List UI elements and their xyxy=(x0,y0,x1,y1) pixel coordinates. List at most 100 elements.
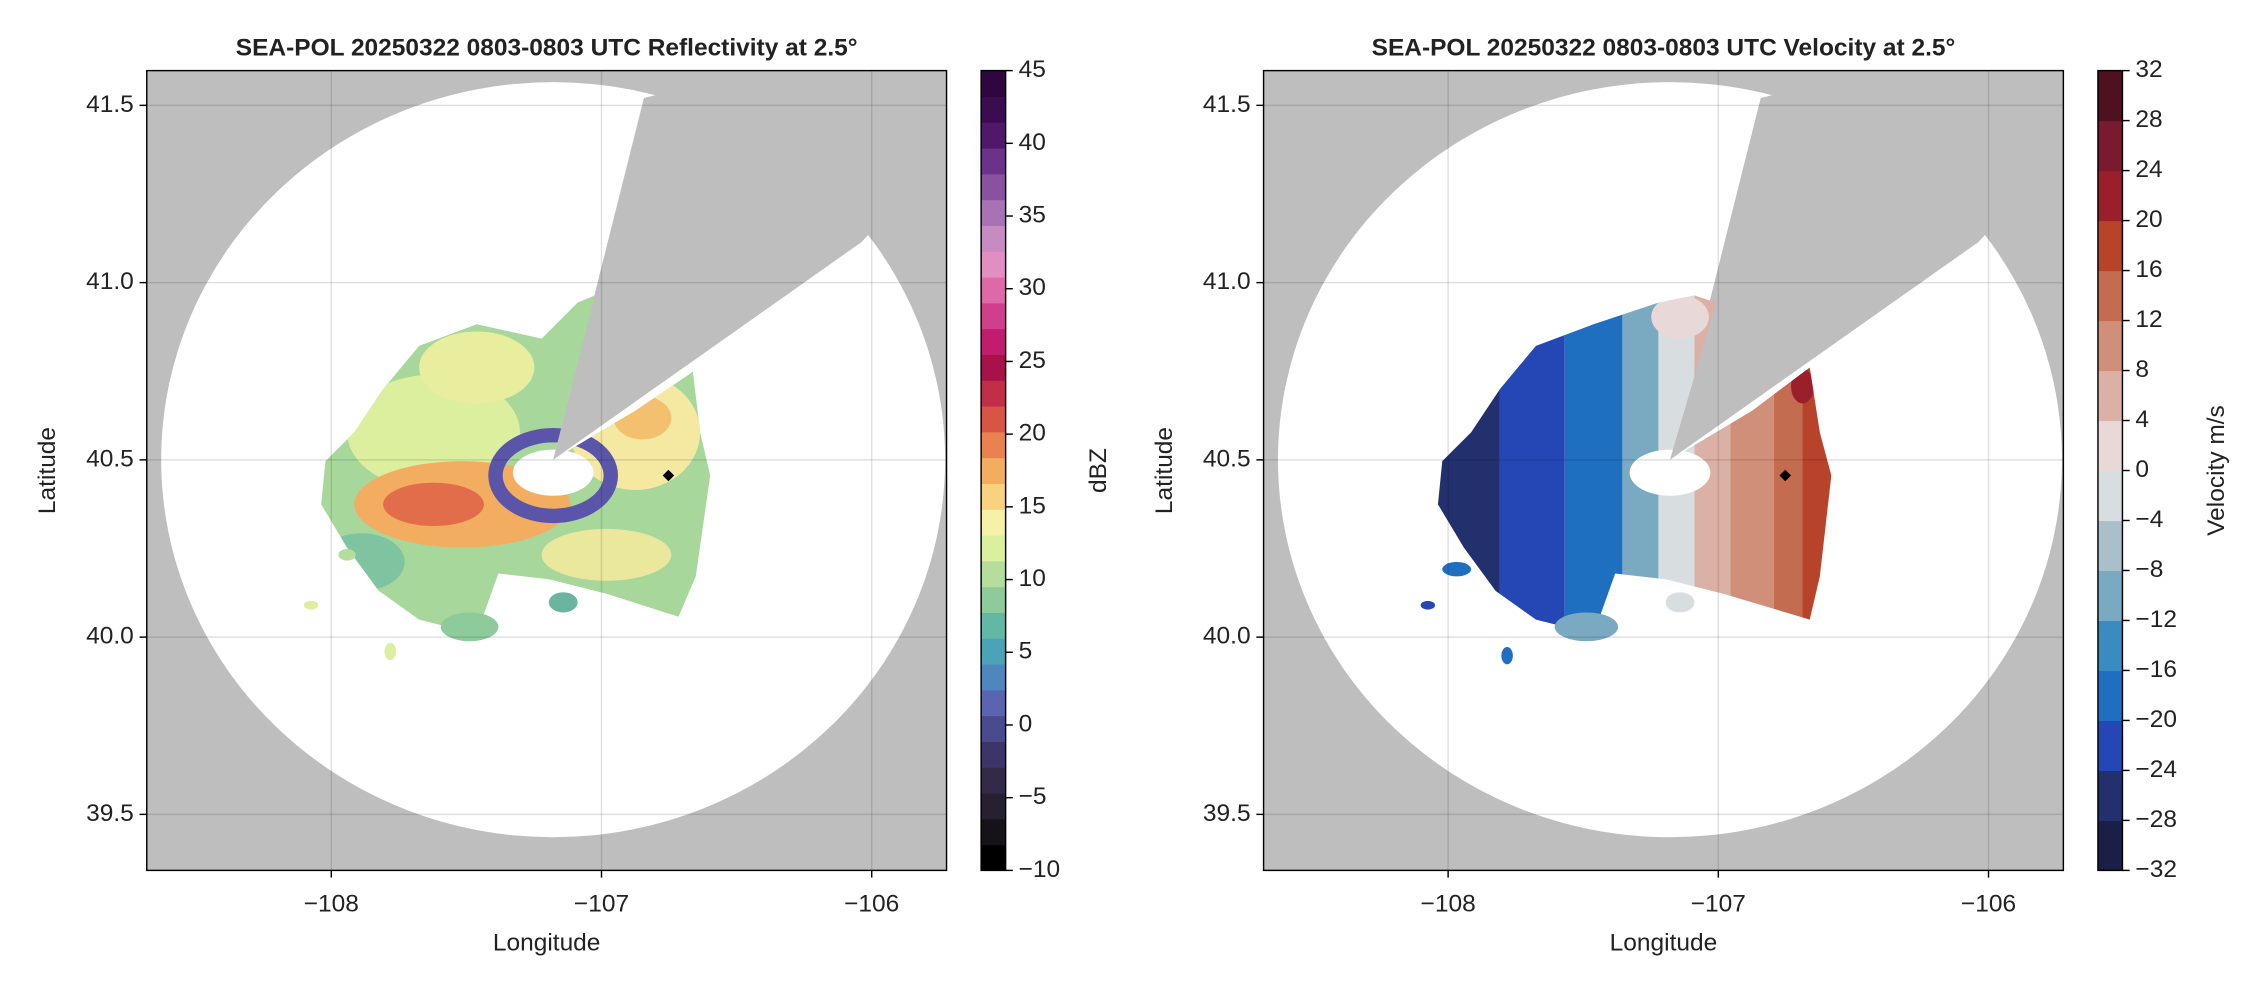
y-tick-label: 41.0 xyxy=(86,268,134,295)
colorbar-tick-label: −28 xyxy=(2135,806,2177,833)
y-axis-label: Latitude xyxy=(34,427,61,514)
colorbar-band xyxy=(981,844,1006,871)
y-tick-label: 39.5 xyxy=(86,800,134,827)
colorbar-band xyxy=(981,560,1006,588)
colorbar-band xyxy=(981,767,1006,794)
colorbar-band xyxy=(2097,520,2123,572)
colorbar-band xyxy=(981,406,1006,433)
colorbar-tick-label: 32 xyxy=(2135,56,2162,83)
colorbar-band xyxy=(981,586,1006,613)
colorbar-band xyxy=(981,535,1006,562)
colorbar-tick-label: 40 xyxy=(1019,129,1046,156)
y-axis-label: Latitude xyxy=(1151,427,1178,514)
colorbar-tick-label: 45 xyxy=(1019,56,1046,83)
colorbar-band xyxy=(981,328,1006,355)
colorbar-tick-label: 8 xyxy=(2135,356,2149,383)
colorbar-tick-label: 35 xyxy=(1019,201,1046,228)
colorbar-tick-label: 20 xyxy=(2135,206,2162,233)
colorbar-band xyxy=(981,689,1006,717)
colorbar-band xyxy=(981,818,1006,846)
colorbar-tick-label: −10 xyxy=(1019,856,1061,883)
plot-frame xyxy=(1262,69,2065,872)
colorbar-band xyxy=(981,483,1006,510)
x-tick-label: −108 xyxy=(1421,890,1476,917)
colorbar-frame xyxy=(980,69,1007,872)
colorbar-tick-label: −20 xyxy=(2135,706,2177,733)
colorbar-tick-label: 10 xyxy=(1019,565,1046,592)
axes-layer: −108 −107 −10639.540.040.541.041.5SEA-POL … xyxy=(34,34,2230,956)
colorbar-band xyxy=(981,638,1006,665)
colorbar-label: dBZ xyxy=(1085,448,1112,493)
colorbar-tick-label: −24 xyxy=(2135,756,2177,783)
colorbar-band xyxy=(981,380,1006,407)
colorbar-tick-label: −32 xyxy=(2135,856,2177,883)
x-tick-label: −108 xyxy=(304,890,359,917)
y-tick-label: 40.0 xyxy=(1203,623,1251,650)
colorbar-band xyxy=(981,173,1006,201)
y-tick-label: 41.0 xyxy=(1203,268,1251,295)
colorbar-band xyxy=(981,302,1006,330)
colorbar-tick-label: 12 xyxy=(2135,306,2162,333)
colorbar-tick-label: −5 xyxy=(1019,783,1047,810)
colorbar-tick-label: −12 xyxy=(2135,606,2177,633)
chart-title: SEA-POL 20250322 0803-0803 UTC Reflectiv… xyxy=(236,34,858,61)
y-tick-label: 40.5 xyxy=(1203,445,1251,472)
colorbar-band xyxy=(981,663,1006,691)
colorbar-band xyxy=(981,199,1006,226)
colorbar-band xyxy=(981,715,1006,742)
colorbar-tick-label: −16 xyxy=(2135,656,2177,683)
colorbar-tick-label: 28 xyxy=(2135,106,2162,133)
colorbar-band xyxy=(2097,420,2123,472)
colorbar-band xyxy=(981,251,1006,278)
colorbar-band xyxy=(981,225,1006,252)
colorbar-band xyxy=(2097,720,2123,771)
colorbar-tick-label: 30 xyxy=(1019,274,1046,301)
colorbar-band xyxy=(981,354,1006,381)
colorbar-band xyxy=(2097,120,2123,172)
colorbar-band xyxy=(2097,170,2123,222)
chart-title: SEA-POL 20250322 0803-0803 UTC Velocity … xyxy=(1372,34,1956,61)
x-tick-label: −107 xyxy=(574,890,629,917)
colorbar-tick-label: 25 xyxy=(1019,347,1046,374)
colorbar-band xyxy=(2097,270,2123,322)
colorbar-tick-label: 0 xyxy=(2135,456,2149,483)
colorbar-tick-label: −8 xyxy=(2135,556,2163,583)
y-tick-label: 41.5 xyxy=(1203,91,1251,118)
colorbar-band xyxy=(981,70,1006,97)
colorbar-band xyxy=(2097,770,2123,821)
y-tick-label: 40.0 xyxy=(86,623,134,650)
x-tick-label: −106 xyxy=(844,890,899,917)
colorbar-band xyxy=(981,612,1006,639)
colorbar-band xyxy=(2097,570,2123,622)
colorbar-band xyxy=(981,741,1006,768)
colorbar-tick-label: 24 xyxy=(2135,156,2162,183)
colorbar-band xyxy=(981,431,1006,459)
y-tick-label: 40.5 xyxy=(86,445,134,472)
x-tick-label: −106 xyxy=(1961,890,2016,917)
colorbar-band xyxy=(981,122,1006,149)
colorbar-tick-label: −4 xyxy=(2135,506,2163,533)
colorbar-band xyxy=(981,277,1006,304)
blocked-sector xyxy=(1669,70,2064,460)
colorbar-band xyxy=(2097,670,2123,722)
x-tick-label: −107 xyxy=(1691,890,1746,917)
colorbar-band xyxy=(981,148,1006,175)
colorbar-band xyxy=(2097,220,2123,272)
blocked-sector xyxy=(553,70,947,460)
x-axis-label: Longitude xyxy=(493,929,601,956)
colorbar-tick-label: 16 xyxy=(2135,256,2162,283)
colorbar-label: Velocity m/s xyxy=(2203,405,2230,536)
colorbar-band xyxy=(981,457,1006,484)
colorbar-band xyxy=(2097,820,2123,871)
colorbar-tick-label: 5 xyxy=(1019,638,1033,665)
colorbar-band xyxy=(2097,70,2123,122)
colorbar-band xyxy=(2097,320,2123,372)
colorbar-tick-label: 20 xyxy=(1019,420,1046,447)
y-tick-label: 39.5 xyxy=(1203,800,1251,827)
y-tick-label: 41.5 xyxy=(86,91,134,118)
colorbar-band xyxy=(981,96,1006,123)
plot-frame xyxy=(146,69,948,872)
x-axis-label: Longitude xyxy=(1610,929,1718,956)
colorbar-band xyxy=(2097,370,2123,422)
